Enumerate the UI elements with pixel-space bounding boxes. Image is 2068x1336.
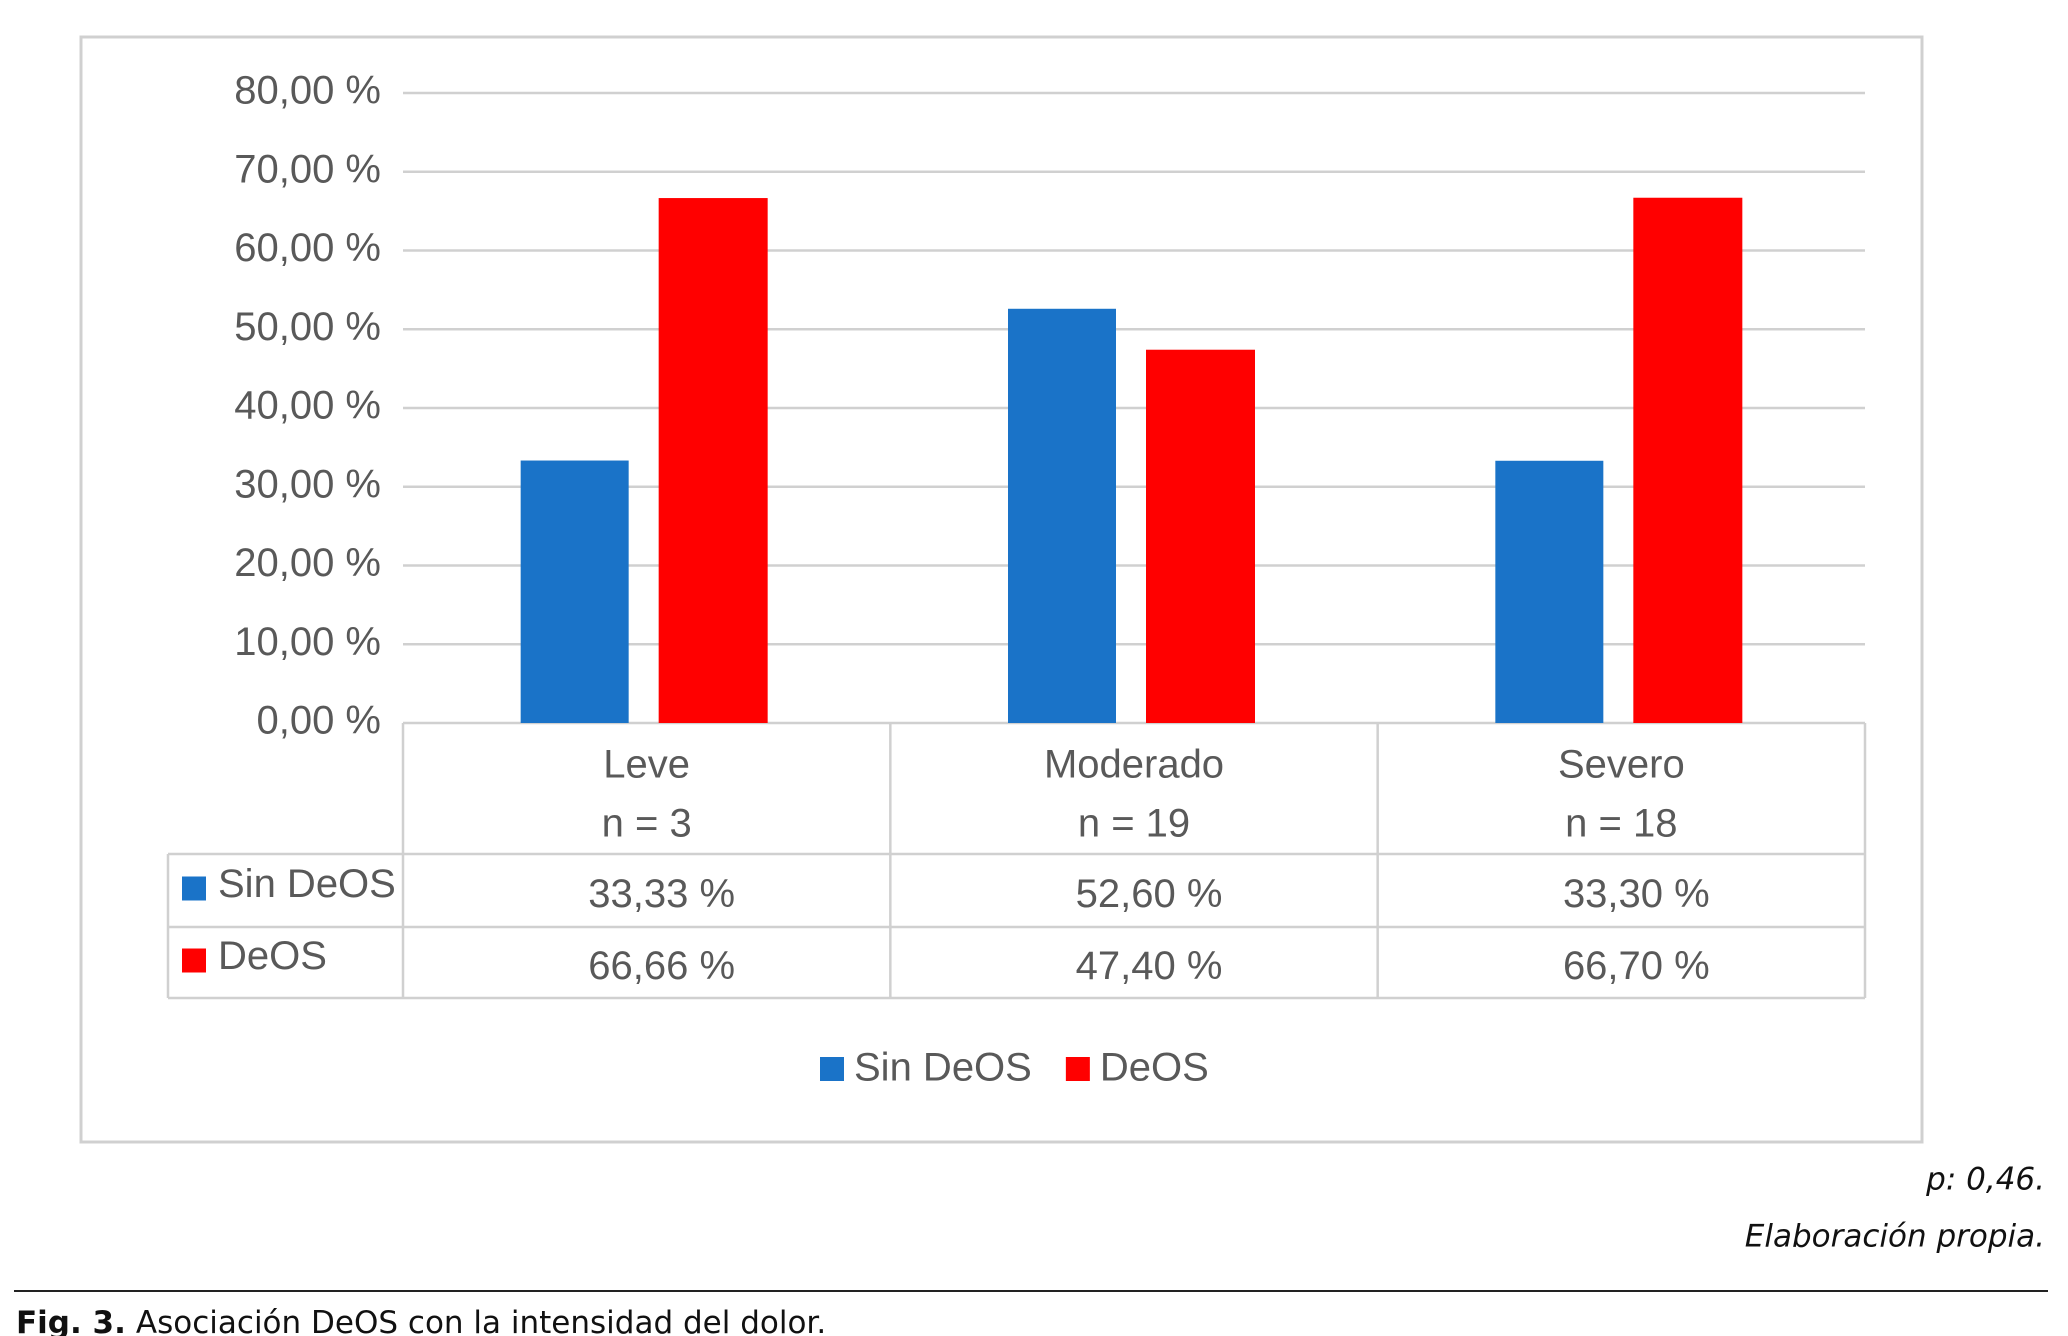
table-value: 66,70 % [1563, 944, 1710, 988]
bar [520, 460, 629, 723]
y-tick-label: 0,00 % [256, 699, 381, 743]
y-tick-label: 30,00 % [234, 462, 381, 506]
legend-swatch [820, 1057, 844, 1081]
caption: Fig. 3. Asociación DeOS con la intensidad… [16, 1305, 826, 1336]
category-count: n = 3 [602, 802, 692, 846]
x-tick-label: Severo [1558, 743, 1685, 787]
caption-label: Fig. 3. [16, 1305, 126, 1336]
note: p: 0,46. [1925, 1162, 2045, 1198]
table-value: 66,66 % [588, 944, 735, 988]
y-tick-label: 20,00 % [234, 541, 381, 585]
legend-label: Sin DeOS [854, 1046, 1032, 1090]
x-tick-label: Leve [603, 743, 690, 787]
legend-swatch [182, 948, 206, 973]
legend-swatch [1065, 1057, 1090, 1081]
bar [1146, 349, 1255, 723]
y-tick-label: 60,00 % [234, 226, 381, 270]
chart-frame [79, 35, 1924, 1144]
y-tick-label: 70,00 % [234, 147, 381, 191]
bar [658, 198, 768, 724]
category-count: n = 18 [1565, 802, 1677, 846]
table-value: 52,60 % [1076, 872, 1223, 916]
y-tick-label: 50,00 % [234, 305, 381, 349]
y-tick-label: 80,00 % [234, 69, 381, 113]
bar [1008, 308, 1116, 723]
legend-swatch [182, 876, 206, 901]
y-tick-label: 40,00 % [234, 384, 381, 428]
x-tick-label: Moderado [1044, 743, 1224, 787]
bar [1633, 197, 1743, 724]
caption-text: Asociación DeOS con la intensidad del do… [136, 1305, 826, 1336]
table-value: 33,30 % [1563, 872, 1710, 916]
y-tick-label: 10,00 % [234, 620, 381, 664]
bar [1495, 460, 1604, 723]
table-value: 33,33 % [588, 872, 735, 916]
row-label: Sin DeOS [218, 862, 396, 906]
table-value: 47,40 % [1076, 944, 1223, 988]
legend-label: DeOS [1100, 1046, 1209, 1090]
row-label: DeOS [218, 934, 327, 978]
category-count: n = 19 [1078, 802, 1190, 846]
note: Elaboración propia. [1745, 1219, 2045, 1255]
